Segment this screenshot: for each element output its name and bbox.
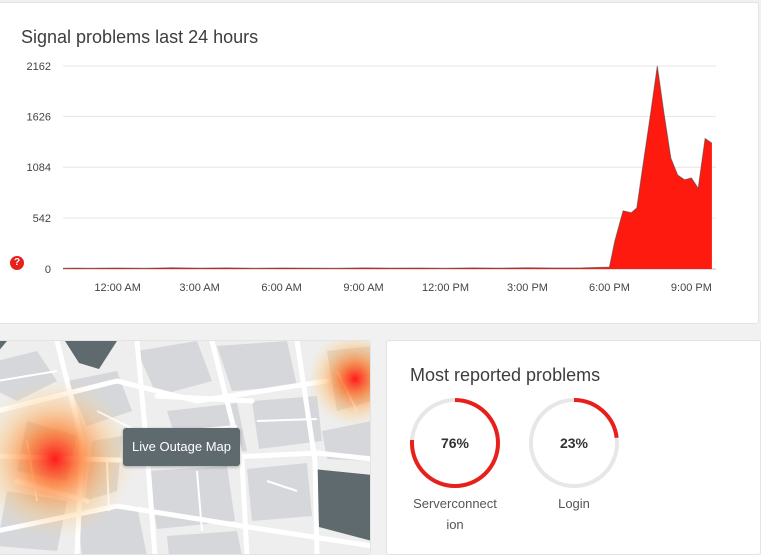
series-area <box>63 66 712 269</box>
x-tick-label: 3:00 PM <box>507 282 548 294</box>
signal-chart: 0 542 1084 1626 2162 12:00 AM 3:00 AM 6:00 AM 9:… <box>27 61 716 294</box>
x-tick-label: 6:00 PM <box>589 282 630 294</box>
problem-label: Serverconnect ion <box>399 493 511 535</box>
map-dark-blocks <box>0 341 370 541</box>
signal-chart-card: Signal problems last 24 hours 0 542 1084 16… <box>0 2 759 324</box>
y-tick-label: 2162 <box>27 61 51 73</box>
live-outage-map-card[interactable]: Live Outage Map <box>0 340 371 555</box>
live-outage-map-button[interactable]: Live Outage Map <box>123 428 241 466</box>
donut-chart <box>410 398 500 488</box>
problem-label-line1: Login <box>558 496 590 511</box>
x-tick-label: 6:00 AM <box>261 282 301 294</box>
x-tick-label: 9:00 PM <box>671 282 712 294</box>
question-icon[interactable]: ? <box>10 256 24 270</box>
y-tick-label: 1084 <box>27 162 51 174</box>
donut-arc <box>410 398 500 488</box>
problem-login[interactable]: 23% Login <box>528 397 620 511</box>
y-tick-label: 542 <box>33 213 51 225</box>
most-reported-problems-card: Most reported problems 76% Serverconnect… <box>386 340 761 555</box>
y-tick-label: 0 <box>45 264 51 276</box>
problem-label-line2: ion <box>446 517 464 532</box>
map-image <box>0 341 370 554</box>
x-tick-label: 12:00 PM <box>422 282 469 294</box>
outage-hotspot <box>307 341 370 427</box>
problem-serverconnection[interactable]: 76% Serverconnect ion <box>409 397 501 532</box>
series-line <box>62 65 713 269</box>
x-tick-label: 9:00 AM <box>343 282 383 294</box>
y-tick-label: 1626 <box>27 111 51 123</box>
problems-title: Most reported problems <box>410 365 601 385</box>
donut-arc <box>529 398 619 488</box>
problem-label: Login <box>518 493 630 514</box>
x-tick-label: 3:00 AM <box>179 282 219 294</box>
outage-hotspot <box>0 379 135 539</box>
problem-percent: 76% <box>440 435 470 451</box>
donut-chart <box>529 398 619 488</box>
problem-percent: 23% <box>559 435 589 451</box>
x-tick-label: 12:00 AM <box>94 282 140 294</box>
chart-title: Signal problems last 24 hours <box>21 27 259 47</box>
problem-label-line1: Serverconnect <box>413 496 497 511</box>
